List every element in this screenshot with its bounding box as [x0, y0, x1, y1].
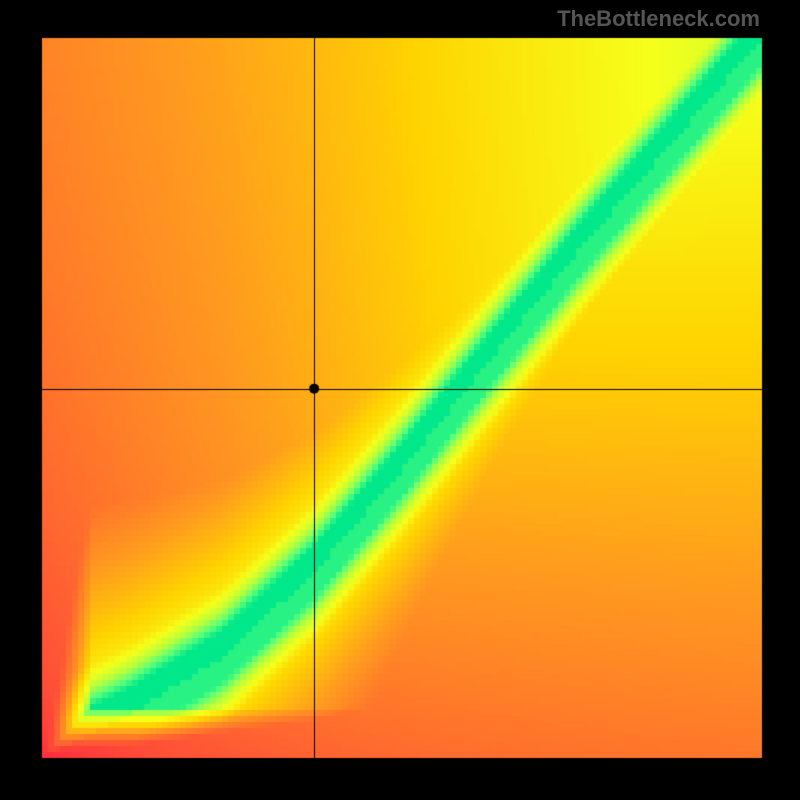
crosshair-overlay: [0, 0, 800, 800]
chart-root: TheBottleneck.com: [0, 0, 800, 800]
watermark-text: TheBottleneck.com: [557, 6, 760, 32]
